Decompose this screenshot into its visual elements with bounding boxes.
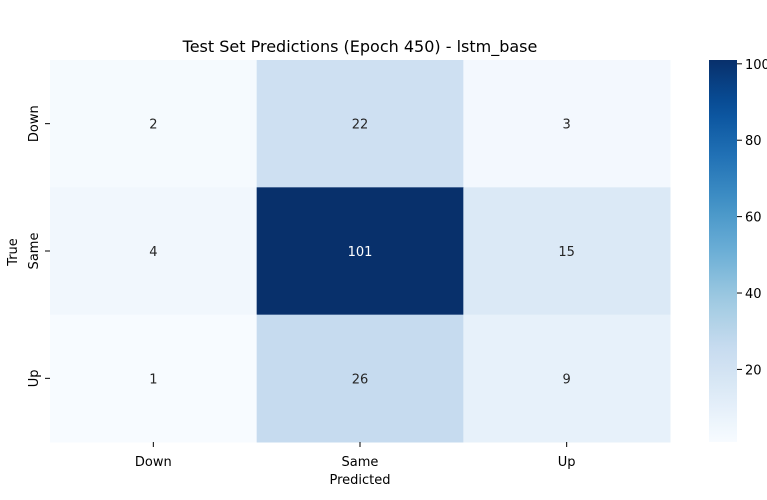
cell-value-label: 22 — [352, 118, 369, 133]
cell-value-label: 26 — [352, 372, 369, 387]
y-tick-label: Down — [27, 105, 42, 142]
cell-value-label: 3 — [563, 118, 571, 133]
colorbar-tick-label: 20 — [745, 363, 762, 378]
x-axis-label: Predicted — [329, 473, 390, 488]
cell-value-label: 4 — [149, 245, 157, 260]
colorbar-tick-label: 40 — [745, 287, 762, 302]
heatmap-cell — [463, 187, 671, 316]
heatmap-cell — [50, 60, 258, 188]
colorbar-ticks: 20 40 60 80 100 — [737, 58, 767, 378]
cell-value-label: 2 — [149, 118, 157, 133]
heatmap-cell — [50, 187, 258, 316]
chart-title: Test Set Predictions (Epoch 450) - lstm_… — [182, 37, 538, 57]
x-tick-label: Same — [342, 455, 379, 470]
cell-value-label: 101 — [348, 245, 373, 260]
y-tick-label: Same — [27, 233, 42, 270]
colorbar — [709, 60, 737, 442]
y-axis-label: True — [6, 238, 21, 267]
x-axis-ticks: Down Same Up — [135, 442, 576, 470]
heatmap-cell — [463, 60, 671, 188]
heatmap-cell — [256, 187, 464, 316]
colorbar-tick-label: 60 — [745, 211, 762, 226]
heatmap-cell — [50, 314, 258, 443]
x-tick-label: Up — [558, 455, 576, 470]
cell-value-label: 9 — [563, 372, 571, 387]
heatmap-cells: 2 22 34 101 151 26 9 — [50, 60, 671, 443]
colorbar-tick-label: 80 — [745, 134, 762, 149]
cell-value-label: 15 — [558, 245, 575, 260]
colorbar-tick-label: 100 — [745, 58, 767, 73]
y-tick-label: Up — [27, 369, 42, 387]
heatmap-cell — [256, 60, 464, 188]
cell-value-label: 1 — [149, 372, 157, 387]
x-tick-label: Down — [135, 455, 172, 470]
heatmap-cell — [463, 314, 671, 443]
y-axis-ticks: Down Same Up — [27, 105, 50, 387]
heatmap-cell — [256, 314, 464, 443]
